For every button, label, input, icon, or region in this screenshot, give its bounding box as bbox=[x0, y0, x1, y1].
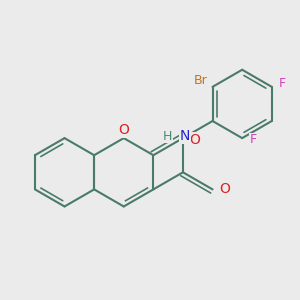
Text: N: N bbox=[180, 129, 190, 143]
Text: Br: Br bbox=[194, 74, 207, 87]
Text: F: F bbox=[279, 76, 286, 90]
Text: O: O bbox=[190, 133, 200, 147]
Text: F: F bbox=[250, 134, 257, 146]
Text: O: O bbox=[118, 123, 129, 137]
Text: H: H bbox=[163, 130, 172, 143]
Text: O: O bbox=[219, 182, 230, 197]
